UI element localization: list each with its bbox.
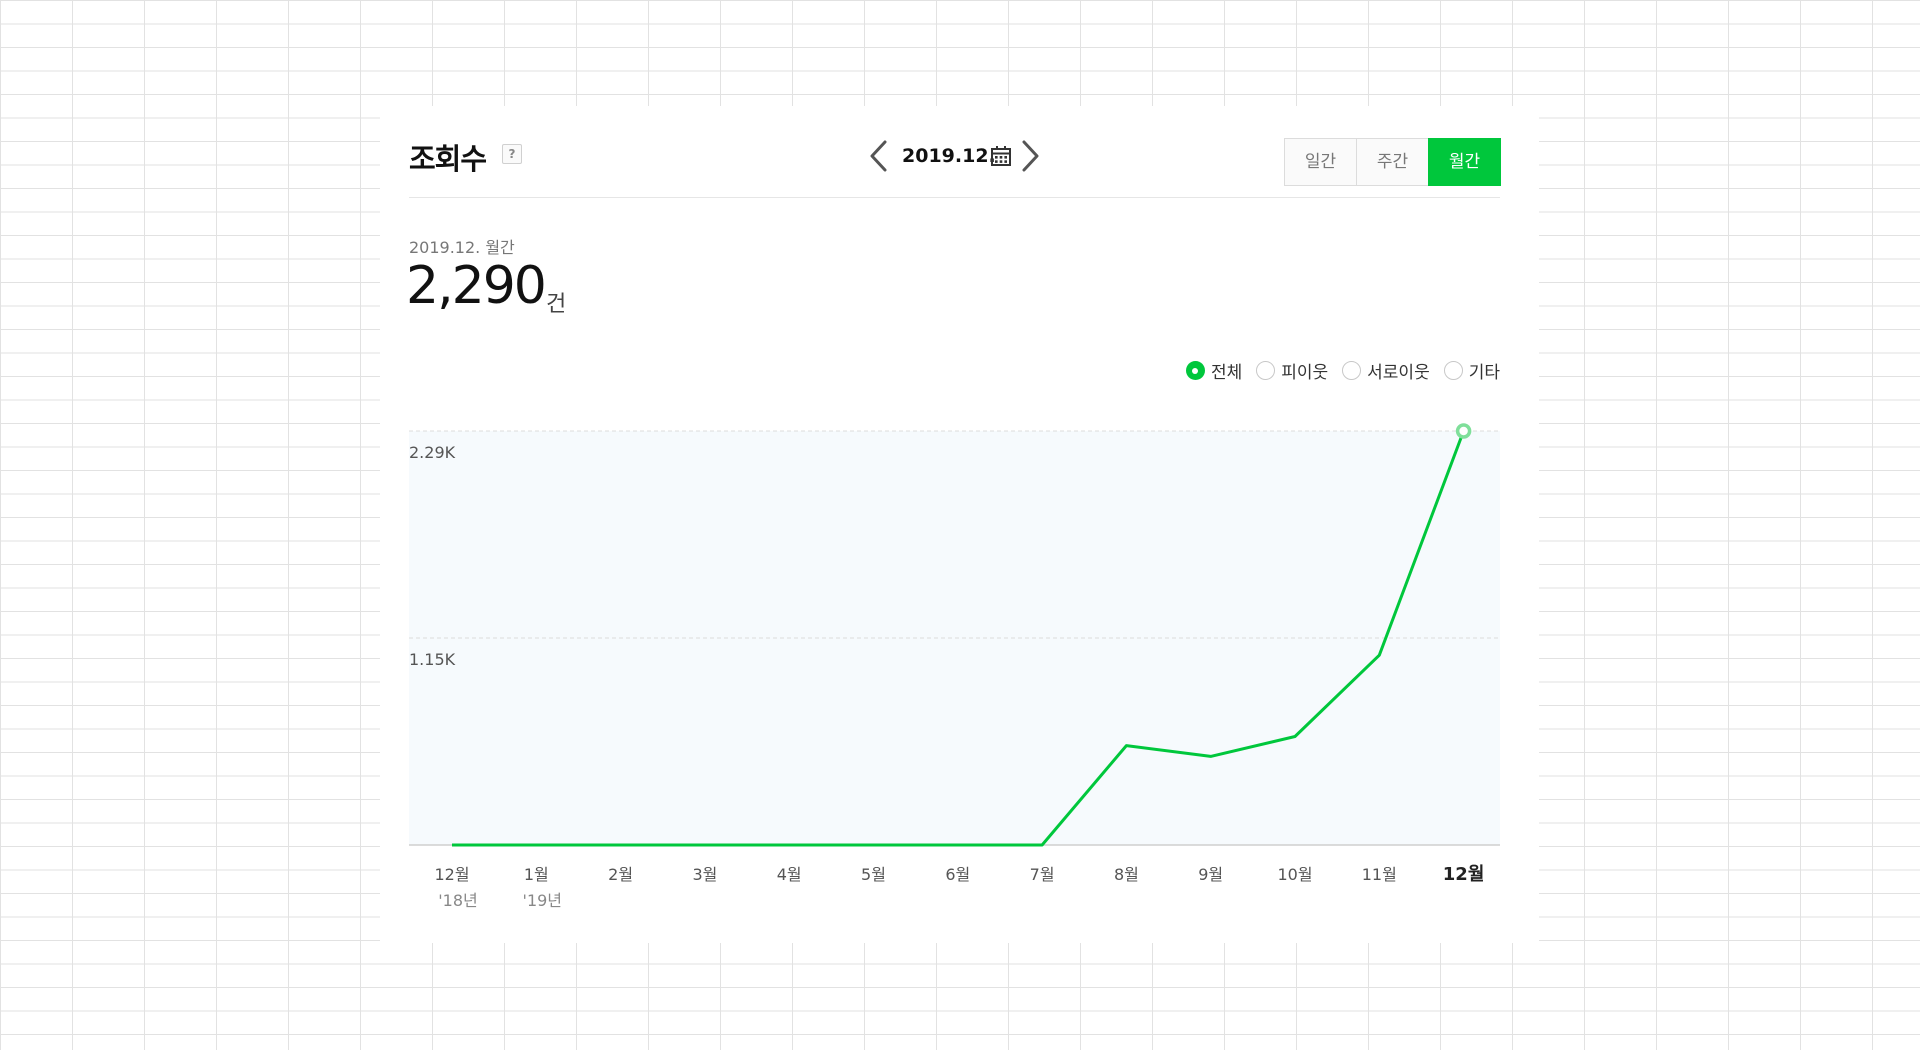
summary-total-value: 2,290 — [406, 256, 547, 316]
data-point[interactable] — [872, 843, 876, 847]
x-tick-label: 12월 — [1443, 864, 1485, 885]
page-title: 조회수 — [409, 142, 487, 176]
filter-other[interactable]: 기타 — [1443, 358, 1500, 383]
x-tick-label: 6월 — [945, 865, 970, 884]
x-tick-label: 10월 — [1277, 865, 1312, 884]
data-point[interactable] — [1040, 843, 1044, 847]
y-tick-label: 2.29K — [409, 443, 456, 462]
x-tick-label: 4월 — [777, 865, 802, 884]
y-tick-label: 1.15K — [409, 650, 456, 669]
tab-weekly[interactable]: 주간 — [1356, 138, 1429, 186]
current-date-label: 2019.12. — [902, 145, 996, 167]
x-tick-label: 11월 — [1362, 865, 1397, 884]
calendar-icon[interactable] — [990, 145, 1012, 167]
radio-unchecked-icon[interactable] — [1342, 361, 1362, 380]
radio-unchecked-icon[interactable] — [1256, 361, 1276, 380]
tab-monthly[interactable]: 월간 — [1428, 138, 1501, 186]
x-tick-label: 12월 — [434, 865, 469, 884]
filter-neighbor[interactable]: 피이웃 — [1256, 358, 1328, 383]
filter-all[interactable]: 전체 — [1185, 358, 1243, 383]
filter-mutual-neighbor[interactable]: 서로이웃 — [1342, 358, 1430, 383]
x-tick-label: 2월 — [608, 865, 633, 884]
filter-other-label: 기타 — [1468, 363, 1500, 383]
views-line-chart: 1.15K 2.29K 12월 '18년 1월 '19년 2월 3월 4월 5월 6월 7월 8월 9월 1… — [409, 423, 1500, 910]
data-point[interactable] — [1124, 744, 1128, 748]
data-point[interactable] — [450, 843, 454, 847]
period-tabs: 일간 주간 월간 — [1284, 138, 1501, 186]
radio-unchecked-icon[interactable] — [1443, 361, 1463, 380]
data-point[interactable] — [1293, 735, 1297, 739]
radio-checked-icon[interactable] — [1185, 361, 1205, 380]
views-stat-panel: 조회수 ? 2019.12. 일간 주간 월간 2019.12. 월간 2,29… — [380, 106, 1539, 943]
help-icon[interactable]: ? — [502, 144, 522, 164]
series-filter: 전체 피이웃 서로이웃 기타 — [1185, 358, 1500, 383]
x-tick-label: 3월 — [692, 865, 717, 884]
tab-daily[interactable]: 일간 — [1284, 138, 1357, 186]
summary-unit: 건 — [546, 292, 567, 317]
filter-neighbor-label: 피이웃 — [1281, 363, 1329, 383]
data-point[interactable] — [1377, 653, 1381, 657]
data-point[interactable] — [534, 843, 538, 847]
data-point[interactable] — [619, 843, 623, 847]
filter-all-label: 전체 — [1210, 363, 1243, 383]
data-point[interactable] — [956, 843, 960, 847]
next-arrow-icon[interactable] — [1019, 139, 1041, 173]
x-tick-label: 8월 — [1114, 865, 1139, 884]
x-tick-year-label: '18년 — [438, 891, 477, 910]
header-divider — [409, 197, 1500, 198]
filter-mutual-neighbor-label: 서로이웃 — [1367, 363, 1430, 383]
data-point[interactable] — [1209, 754, 1213, 758]
data-point[interactable] — [703, 843, 707, 847]
x-tick-label: 7월 — [1030, 865, 1055, 884]
data-point[interactable] — [787, 843, 791, 847]
x-tick-label: 5월 — [861, 865, 886, 884]
series-line — [452, 430, 1466, 847]
x-tick-year-label: '19년 — [523, 891, 562, 910]
data-point-highlight[interactable] — [1455, 423, 1472, 439]
plot-area — [409, 431, 1500, 845]
prev-arrow-icon[interactable] — [868, 139, 890, 173]
x-tick-label: 9월 — [1198, 865, 1223, 884]
x-tick-label: 1월 — [524, 865, 549, 884]
summary-period-label: 2019.12. 월간 — [409, 238, 515, 257]
